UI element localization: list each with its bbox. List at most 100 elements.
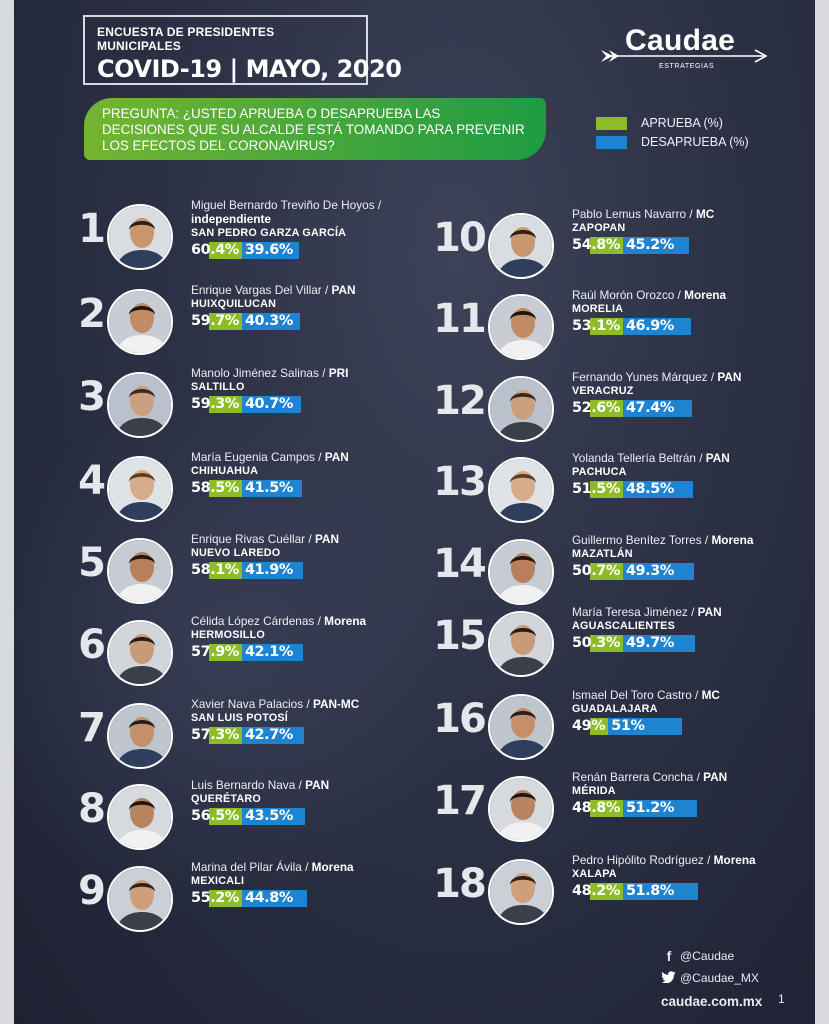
mayor-name-line: Manolo Jiménez Salinas / PRI	[191, 366, 348, 380]
legend-approve: APRUEBA (%)	[596, 116, 749, 130]
mayor-photo	[488, 539, 554, 605]
mayor-info: Luis Bernardo Nava / PAN QUERÉTARO 56.5% 43…	[191, 778, 329, 825]
disapprove-bar: 45.2%	[622, 237, 689, 254]
mayor-name-line: María Teresa Jiménez / PAN	[572, 605, 722, 619]
disapprove-swatch	[596, 135, 627, 149]
approval-bar: 51.5% 48.5%	[572, 481, 730, 498]
facebook-handle: @Caudae	[680, 949, 735, 963]
mayor-name: Xavier Nava Palacios /	[191, 697, 310, 711]
mayor-name-line: Luis Bernardo Nava / PAN	[191, 778, 329, 792]
mayor-name: Fernando Yunes Márquez /	[572, 370, 715, 384]
approval-bar: 59.3% 40.7%	[191, 396, 348, 413]
approve-bar: 56.5%	[191, 808, 242, 825]
disapprove-bar: 41.5%	[241, 480, 302, 497]
mayor-name: Renán Barrera Concha /	[572, 770, 700, 784]
mayor-info: Célida López Cárdenas / Morena HERMOSILLO…	[191, 614, 366, 661]
mayor-name: Manolo Jiménez Salinas /	[191, 366, 326, 380]
legend: APRUEBA (%) DESAPRUEBA (%)	[596, 116, 749, 154]
disapprove-bar: 42.7%	[241, 727, 304, 744]
disapprove-bar: 44.8%	[241, 890, 307, 907]
approve-bar: 48.8%	[572, 800, 623, 817]
disapprove-bar: 41.9%	[241, 562, 303, 579]
city-name: XALAPA	[572, 868, 617, 880]
mayor-name-line: Pedro Hipólito Rodríguez / Morena	[572, 853, 756, 867]
city-name: ZAPOPAN	[572, 222, 626, 234]
mayor-name-line: Marina del Pilar Ávila / Morena	[191, 860, 354, 874]
legend-disapprove: DESAPRUEBA (%)	[596, 135, 749, 149]
mayor-name-line: Miguel Bernardo Treviño De Hoyos / indepe…	[191, 198, 381, 226]
approval-bar: 55.2% 44.8%	[191, 890, 354, 907]
rank-number: 5	[78, 540, 106, 586]
mayor-name: Pablo Lemus Navarro /	[572, 207, 693, 221]
mayor-info: Fernando Yunes Márquez / PAN VERACRUZ 52.6…	[572, 370, 741, 417]
city-name: MORELIA	[572, 303, 624, 315]
mayor-info: Pablo Lemus Navarro / MC ZAPOPAN 54.8% 45.2…	[572, 207, 714, 254]
mayor-photo	[107, 784, 173, 850]
brand-logo: Caudae ESTRATEGIAS	[599, 22, 784, 77]
party-name: Morena	[711, 533, 754, 547]
mayor-info: Ismael Del Toro Castro / MC GUADALAJARA 49…	[572, 688, 720, 735]
approve-bar: 58.1%	[191, 562, 242, 579]
mayor-info: Xavier Nava Palacios / PAN-MC SAN LUIS PO…	[191, 697, 359, 744]
mayor-photo	[107, 866, 173, 932]
mayor-info: Enrique Vargas Del Villar / PAN HUIXQUILU…	[191, 283, 356, 330]
approve-bar: 55.2%	[191, 890, 242, 907]
mayor-name: Célida López Cárdenas /	[191, 614, 321, 628]
mayor-name-line: Fernando Yunes Márquez / PAN	[572, 370, 741, 384]
facebook-link[interactable]: f @Caudae	[661, 945, 762, 967]
social-links: f @Caudae @Caudae_MX caudae.com.mx	[661, 945, 762, 1009]
facebook-icon: f	[666, 948, 672, 964]
city-name: SAN PEDRO GARZA GARCÍA	[191, 227, 347, 239]
main-title: COVID-19 | MAYO, 2020	[97, 55, 402, 83]
mayor-name-line: Célida López Cárdenas / Morena	[191, 614, 366, 628]
mayor-info: Raúl Morón Orozco / Morena MORELIA 53.1% 46…	[572, 288, 726, 335]
disapprove-bar: 51.2%	[622, 800, 697, 817]
rank-number: 9	[78, 868, 106, 914]
website-link[interactable]: caudae.com.mx	[661, 994, 763, 1009]
mayor-photo	[488, 776, 554, 842]
mayor-photo	[488, 694, 554, 760]
mayor-info: Renán Barrera Concha / PAN MÉRIDA 48.8% 51.…	[572, 770, 727, 817]
twitter-link[interactable]: @Caudae_MX	[661, 967, 762, 989]
rank-number: 18	[433, 861, 487, 907]
party-name: PAN	[314, 532, 339, 546]
party-name: Morena	[713, 853, 756, 867]
city-name: VERACRUZ	[572, 385, 634, 397]
approval-bar: 54.8% 45.2%	[572, 237, 714, 254]
mayor-photo	[488, 859, 554, 925]
disapprove-bar: 51.8%	[622, 883, 698, 900]
mayor-info: Enrique Rivas Cuéllar / PAN NUEVO LAREDO 5…	[191, 532, 339, 579]
title-box: ENCUESTA DE PRESIDENTES MUNICIPALES COVI…	[83, 15, 402, 85]
party-name: Morena	[311, 860, 354, 874]
mayor-name: Raúl Morón Orozco /	[572, 288, 681, 302]
mayor-photo	[488, 376, 554, 442]
mayor-photo	[107, 456, 173, 522]
city-name: AGUASCALIENTES	[572, 620, 675, 632]
approval-bar: 52.6% 47.4%	[572, 400, 741, 417]
mayor-name-line: María Eugenia Campos / PAN	[191, 450, 349, 464]
approve-bar: 52.6%	[572, 400, 623, 417]
rank-number: 2	[78, 291, 106, 337]
party-name: Morena	[324, 614, 367, 628]
twitter-icon	[661, 970, 677, 986]
mayor-name-line: Guillermo Benítez Torres / Morena	[572, 533, 753, 547]
rank-number: 8	[78, 786, 106, 832]
rank-number: 17	[433, 778, 487, 824]
approve-bar: 59.3%	[191, 396, 242, 413]
rank-number: 10	[433, 215, 487, 261]
disapprove-bar: 51%	[608, 718, 683, 735]
mayor-info: Guillermo Benítez Torres / Morena MAZATLÁ…	[572, 533, 753, 580]
approve-bar: 48.2%	[572, 883, 623, 900]
disapprove-bar: 48.5%	[622, 481, 693, 498]
mayor-photo	[107, 289, 173, 355]
rank-number: 1	[78, 206, 106, 252]
approval-bar: 56.5% 43.5%	[191, 808, 329, 825]
approval-bar: 50.3% 49.7%	[572, 635, 722, 652]
mayor-photo	[107, 620, 173, 686]
arrow-icon	[601, 49, 768, 63]
city-name: HUIXQUILUCAN	[191, 298, 277, 310]
approve-bar: 54.8%	[572, 237, 623, 254]
mayor-name: Ismael Del Toro Castro /	[572, 688, 699, 702]
disapprove-bar: 49.7%	[622, 635, 695, 652]
rank-number: 3	[78, 374, 106, 420]
